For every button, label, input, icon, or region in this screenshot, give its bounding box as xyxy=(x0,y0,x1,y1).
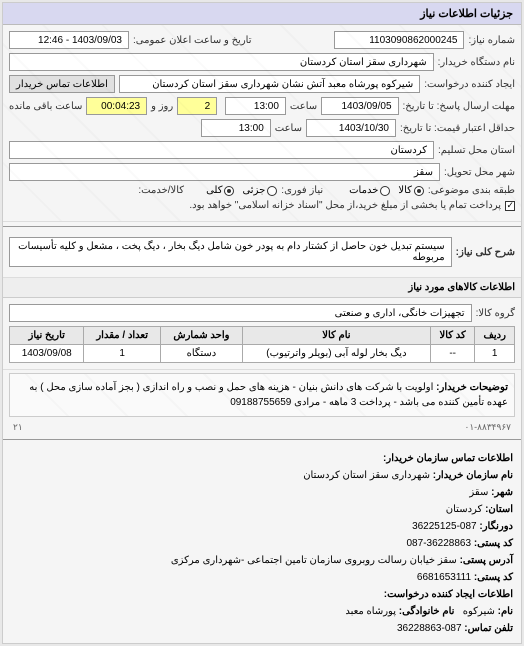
goods-header: اطلاعات کالاهای مورد نیاز xyxy=(3,278,521,298)
family: شیرکوه xyxy=(463,606,495,617)
panel-header: جزئیات اطلاعات نیاز xyxy=(3,3,521,25)
radio-dot-icon xyxy=(267,186,277,196)
fax: 087-36225125 xyxy=(412,521,477,532)
goods-group-label: گروه کالا: xyxy=(476,308,515,319)
col-code: کد کالا xyxy=(430,327,474,345)
contact-province-label: استان: xyxy=(485,504,513,515)
khadmat-radio-label: خدمات xyxy=(349,185,378,196)
cell-row: 1 xyxy=(475,345,515,363)
buyer-org-field: شهرداری سقز استان کردستان xyxy=(9,53,434,71)
kala-radio-label: کالا xyxy=(398,185,412,196)
col-name: نام کالا xyxy=(242,327,430,345)
partial-no-radio[interactable]: کلی xyxy=(206,185,234,196)
contacts-header: اطلاعات تماس سازمان خریدار: xyxy=(383,453,513,464)
address: سقز خیابان رسالت روبروی سازمان تامین اجت… xyxy=(171,555,457,566)
request-no-label: شماره نیاز: xyxy=(468,35,515,46)
pay-note: پرداخت تمام یا بخشی از مبلغ خرید،از محل … xyxy=(189,200,501,211)
requester-field: شیرکوه پورشاه معبد آتش نشان شهرداری سقز … xyxy=(119,75,420,93)
col-unit: واحد شمارش xyxy=(160,327,242,345)
reply-until-label: مهلت ارسال پاسخ: تا تاریخ: xyxy=(403,101,515,112)
city-field: سقز xyxy=(9,163,440,181)
contact-buyer-button[interactable]: اطلاعات تماس خریدار xyxy=(9,75,115,93)
buyer-note: توضیحات خریدار: اولویت با شرکت های دانش … xyxy=(9,373,515,417)
partial-yes-label: جزئی xyxy=(242,185,265,196)
org-name-label: نام سازمان خریدار: xyxy=(433,470,513,481)
kala-radio[interactable]: کالا xyxy=(398,185,424,196)
city-label: شهر محل تحویل: xyxy=(444,167,515,178)
family-label: نام: xyxy=(498,606,513,617)
org-name: شهرداری سقز استان کردستان xyxy=(303,470,430,481)
col-date: تاریخ نیاز xyxy=(10,327,84,345)
goods-group-field: تجهیزات خانگی، اداری و صنعتی xyxy=(9,304,472,322)
col-qty: تعداد / مقدار xyxy=(84,327,160,345)
hours-remain-field: 00:04:23 xyxy=(86,97,147,115)
buyer-note-label: توضیحات خریدار: xyxy=(436,382,508,393)
reply-time-label: ساعت xyxy=(290,101,317,112)
page-total: ۰۱-۸۸۳۴۹۶۷ xyxy=(464,422,511,432)
goods-table: ردیف کد کالا نام کالا واحد شمارش تعداد /… xyxy=(9,326,515,363)
khadmat-radio[interactable]: خدمات xyxy=(349,185,390,196)
lname: پورشاه معبد xyxy=(345,606,396,617)
days-remain-field: 2 xyxy=(177,97,217,115)
lname-label: نام خانوادگی: xyxy=(399,606,455,617)
remain-label: ساعت باقی مانده xyxy=(9,101,82,112)
valid-until-label: حداقل اعتبار قیمت: تا تاریخ: xyxy=(400,123,515,134)
days-label: روز و xyxy=(151,101,173,112)
province-field: کردستان xyxy=(9,141,434,159)
partial-radio-group: جزئی کلی xyxy=(206,185,277,196)
postal-label: کد پستی: xyxy=(474,538,513,549)
partof-label: کالا/خدمت: xyxy=(138,185,184,196)
phone: 087-36228863 xyxy=(397,623,462,634)
announce-label: تاریخ و ساعت اعلان عمومی: xyxy=(133,35,252,46)
creator-header: اطلاعات ایجاد کننده درخواست: xyxy=(384,589,513,600)
contact-city: سقز xyxy=(469,487,488,498)
radio-dot-icon xyxy=(380,186,390,196)
contact-province: کردستان xyxy=(446,504,483,515)
pay-checkbox[interactable] xyxy=(505,201,515,211)
cell-code: -- xyxy=(430,345,474,363)
valid-time-label: ساعت xyxy=(275,123,302,134)
radio-dot-icon xyxy=(414,186,424,196)
address-label: آدرس پستی: xyxy=(460,555,513,566)
cell-date: 1403/09/08 xyxy=(10,345,84,363)
fax-label: دورنگار: xyxy=(479,521,513,532)
requester-label: ایجاد کننده درخواست: xyxy=(424,79,515,90)
reply-date-field: 1403/09/05 xyxy=(321,97,398,115)
col-row: ردیف xyxy=(475,327,515,345)
classification-label: طبقه بندی موضوعی: xyxy=(428,185,515,196)
table-row: 1 -- دیگ بخار لوله آبی (بویلر واترتیوب) … xyxy=(10,345,515,363)
page-current: ۲۱ xyxy=(13,422,23,432)
announce-field: 1403/09/03 - 12:46 xyxy=(9,31,129,49)
request-no-field: 1103090862000245 xyxy=(334,31,464,49)
partial-no-label: کلی xyxy=(206,185,222,196)
desc-field: سیستم تبدیل خون حاصل از کشتار دام به پود… xyxy=(9,237,452,267)
partial-yes-radio[interactable]: جزئی xyxy=(242,185,277,196)
postal: 36228863-087 xyxy=(407,538,472,549)
contact-city-label: شهر: xyxy=(491,487,513,498)
radio-dot-icon xyxy=(224,186,234,196)
postcode: 6681653111 xyxy=(417,572,471,583)
postcode-label: کد پستی: xyxy=(474,572,513,583)
phone-label: تلفن تماس: xyxy=(464,623,513,634)
cell-name: دیگ بخار لوله آبی (بویلر واترتیوب) xyxy=(242,345,430,363)
valid-time-field: 13:00 xyxy=(201,119,271,137)
cell-qty: 1 xyxy=(84,345,160,363)
desc-label: شرح کلی نیاز: xyxy=(456,247,515,258)
valid-date-field: 1403/10/30 xyxy=(306,119,396,137)
cell-unit: دستگاه xyxy=(160,345,242,363)
province-label: استان محل تسلیم: xyxy=(438,145,515,156)
reply-time-field: 13:00 xyxy=(225,97,286,115)
buyer-org-label: نام دستگاه خریدار: xyxy=(438,57,515,68)
partial-label: نیاز فوری: xyxy=(281,185,323,196)
type-radio-group: کالا خدمات xyxy=(349,185,424,196)
